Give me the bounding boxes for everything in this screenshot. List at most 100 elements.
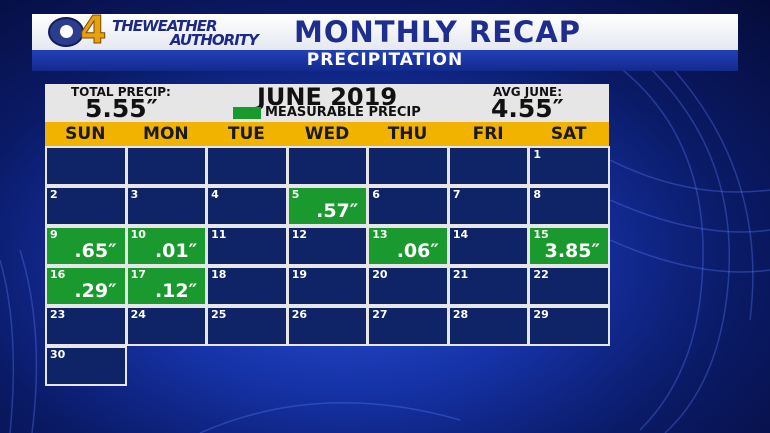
day-number: 9 bbox=[50, 228, 58, 241]
channel-number: 4 bbox=[79, 8, 107, 52]
cbs-eye-icon bbox=[48, 17, 84, 47]
calendar-day-cell: 18 bbox=[206, 266, 288, 306]
day-number: 4 bbox=[211, 188, 219, 201]
weekday-header: SUN MON TUE WED THU FRI SAT bbox=[45, 122, 609, 146]
day-number: 21 bbox=[452, 268, 469, 281]
precip-amount: .29″ bbox=[74, 280, 117, 302]
header-bar: 4 THEWEATHER AUTHORITY MONTHLY RECAP bbox=[32, 10, 738, 51]
day-number: 10 bbox=[130, 228, 146, 241]
calendar-grid: 1 2 3 4 5.57″ 6 7 8 9.65″ 10.01″ 11 12 13.06″ 14 15 3.8… bbox=[45, 146, 610, 386]
day-number: 6 bbox=[372, 188, 380, 201]
page-title: MONTHLY RECAP bbox=[294, 15, 582, 49]
calendar-day-cell: 14 bbox=[447, 226, 530, 266]
day-number: 22 bbox=[533, 268, 549, 281]
total-precip-label: TOTAL PRECIP: bbox=[71, 85, 171, 99]
calendar-day-cell bbox=[367, 146, 449, 186]
day-number: 30 bbox=[50, 348, 66, 361]
weekday-fri: FRI bbox=[472, 124, 504, 144]
day-number: 3 bbox=[130, 188, 139, 201]
brand-line-1: THEWEATHER bbox=[112, 17, 218, 35]
calendar-day-cell: 22 bbox=[528, 266, 610, 306]
precip-amount: .57″ bbox=[316, 200, 359, 222]
calendar-day-cell: 17 .12″ bbox=[125, 266, 208, 306]
calendar-day-cell bbox=[206, 146, 288, 186]
day-number: 11 bbox=[211, 228, 227, 241]
weekday-tue: TUE bbox=[227, 124, 265, 144]
calendar-day-cell: 27 bbox=[367, 306, 449, 346]
day-number: 2 bbox=[50, 188, 58, 201]
calendar-day-cell: 13 .06″ bbox=[367, 226, 449, 266]
weekday-sun: SUN bbox=[65, 124, 106, 144]
precip-amount: 3.85″ bbox=[544, 240, 600, 262]
day-number: 1 bbox=[533, 148, 542, 161]
page-subtitle: PRECIPITATION bbox=[32, 50, 738, 71]
day-number: 24 bbox=[130, 308, 146, 321]
calendar-day-cell: 9 .65″ bbox=[45, 226, 127, 266]
month-title: JUNE 2019 bbox=[256, 83, 398, 111]
avg-precip-value: 4.55″ bbox=[491, 94, 564, 123]
station-logo: 4 THEWEATHER AUTHORITY bbox=[42, 10, 280, 51]
weekday-sat: SAT bbox=[550, 124, 587, 144]
day-number: 13 bbox=[372, 228, 388, 241]
legend-label: MEASURABLE PRECIP bbox=[265, 105, 421, 120]
calendar-day-cell: 25 bbox=[206, 306, 288, 346]
day-number: 8 bbox=[533, 188, 542, 201]
day-number: 23 bbox=[50, 308, 66, 321]
calendar-day-cell: 2 bbox=[45, 186, 127, 226]
calendar-day-cell: 16 .29″ bbox=[45, 266, 127, 306]
total-precip-value: 5.55″ bbox=[85, 94, 158, 123]
calendar-day-cell: 11 bbox=[206, 226, 288, 266]
calendar-day-cell: 30 bbox=[45, 346, 127, 386]
weekday-thu: THU bbox=[387, 124, 428, 144]
day-number: 20 bbox=[372, 268, 388, 281]
day-number: 12 bbox=[291, 228, 308, 241]
calendar-day-cell: 28 bbox=[447, 306, 530, 346]
avg-precip-label: AVG JUNE: bbox=[493, 85, 563, 99]
calendar-day-cell: 24 bbox=[125, 306, 208, 346]
day-number: 29 bbox=[533, 308, 549, 321]
calendar-day-cell: 8 bbox=[528, 186, 610, 226]
precip-amount: .12″ bbox=[154, 280, 198, 302]
precip-amount: .65″ bbox=[74, 240, 117, 262]
day-number: 7 bbox=[452, 188, 461, 201]
weekday-mon: MON bbox=[143, 124, 189, 144]
legend-swatch bbox=[233, 107, 261, 119]
day-number: 26 bbox=[291, 308, 308, 321]
calendar-day-cell: 15 3.85″ bbox=[528, 226, 610, 266]
calendar-day-cell: 29 bbox=[528, 306, 610, 346]
calendar-day-cell: 1 bbox=[528, 146, 610, 186]
calendar-day-cell: 6 bbox=[367, 186, 449, 226]
day-number: 27 bbox=[372, 308, 388, 321]
calendar-day-cell bbox=[286, 146, 369, 186]
day-number: 28 bbox=[452, 308, 469, 321]
day-number: 25 bbox=[211, 308, 227, 321]
precip-amount: .06″ bbox=[396, 240, 439, 262]
day-number: 18 bbox=[211, 268, 227, 281]
day-number: 14 bbox=[452, 228, 469, 241]
day-number: 17 bbox=[130, 268, 146, 281]
brand-line-2: AUTHORITY bbox=[170, 31, 259, 49]
calendar-day-cell: 4 bbox=[206, 186, 288, 226]
calendar-day-cell bbox=[125, 146, 208, 186]
calendar-day-cell: 20 bbox=[367, 266, 449, 306]
day-number: 5 bbox=[291, 188, 300, 201]
day-number: 15 bbox=[533, 228, 549, 241]
summary-panel: TOTAL PRECIP: 5.55″ JUNE 2019 MEASURABLE… bbox=[45, 84, 609, 122]
calendar-day-cell: 19 bbox=[286, 266, 369, 306]
calendar-day-cell: 12 bbox=[286, 226, 369, 266]
calendar-day-cell bbox=[447, 146, 530, 186]
precip-amount: .01″ bbox=[154, 240, 198, 262]
calendar-day-cell: 23 bbox=[45, 306, 127, 346]
legend: MEASURABLE PRECIP bbox=[233, 106, 421, 120]
weekday-wed: WED bbox=[304, 124, 350, 144]
calendar-day-cell: 10 .01″ bbox=[125, 226, 208, 266]
calendar-day-cell: 3 bbox=[125, 186, 208, 226]
calendar-day-cell: 5 .57″ bbox=[286, 186, 369, 226]
calendar-day-cell: 26 bbox=[286, 306, 369, 346]
calendar-day-cell bbox=[45, 146, 127, 186]
calendar-day-cell: 7 bbox=[447, 186, 530, 226]
calendar-day-cell: 21 bbox=[447, 266, 530, 306]
day-number: 16 bbox=[50, 268, 66, 281]
day-number: 19 bbox=[291, 268, 308, 281]
